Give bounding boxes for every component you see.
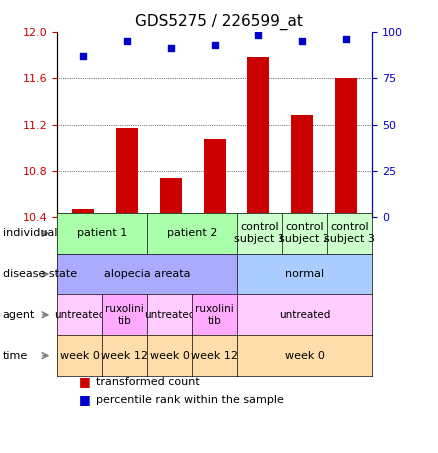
Text: patient 1: patient 1 — [77, 228, 127, 238]
Text: patient 2: patient 2 — [167, 228, 217, 238]
Point — [80, 52, 87, 59]
Text: agent: agent — [3, 310, 35, 320]
Bar — [160, 178, 182, 453]
Point — [255, 32, 262, 39]
Text: week 0: week 0 — [150, 351, 190, 361]
Text: transformed count: transformed count — [96, 377, 200, 387]
Bar — [204, 139, 226, 453]
Point — [124, 38, 131, 45]
Bar — [247, 57, 269, 453]
Text: ■: ■ — [79, 375, 91, 388]
Bar — [291, 116, 313, 453]
Text: alopecia areata: alopecia areata — [104, 269, 190, 279]
Text: time: time — [3, 351, 28, 361]
Text: normal: normal — [285, 269, 324, 279]
Text: disease state: disease state — [3, 269, 77, 279]
Text: ruxolini
tib: ruxolini tib — [195, 304, 234, 326]
Bar — [116, 128, 138, 453]
Point — [211, 41, 218, 48]
Text: control
subject 3: control subject 3 — [324, 222, 375, 244]
Point — [167, 45, 174, 52]
Text: control
subject 1: control subject 1 — [234, 222, 285, 244]
Text: week 12: week 12 — [191, 351, 238, 361]
Text: percentile rank within the sample: percentile rank within the sample — [96, 395, 284, 405]
Point — [299, 38, 306, 45]
Text: control
subject 2: control subject 2 — [279, 222, 330, 244]
Point — [343, 35, 350, 43]
Text: ruxolini
tib: ruxolini tib — [105, 304, 144, 326]
Text: week 0: week 0 — [60, 351, 99, 361]
Text: week 12: week 12 — [101, 351, 148, 361]
Text: untreated: untreated — [144, 310, 195, 320]
Bar — [72, 209, 94, 453]
Text: untreated: untreated — [54, 310, 105, 320]
Text: week 0: week 0 — [285, 351, 325, 361]
Text: ■: ■ — [79, 393, 91, 406]
Bar — [335, 78, 357, 453]
Text: individual: individual — [3, 228, 57, 238]
Text: GDS5275 / 226599_at: GDS5275 / 226599_at — [135, 14, 303, 30]
Text: untreated: untreated — [279, 310, 330, 320]
